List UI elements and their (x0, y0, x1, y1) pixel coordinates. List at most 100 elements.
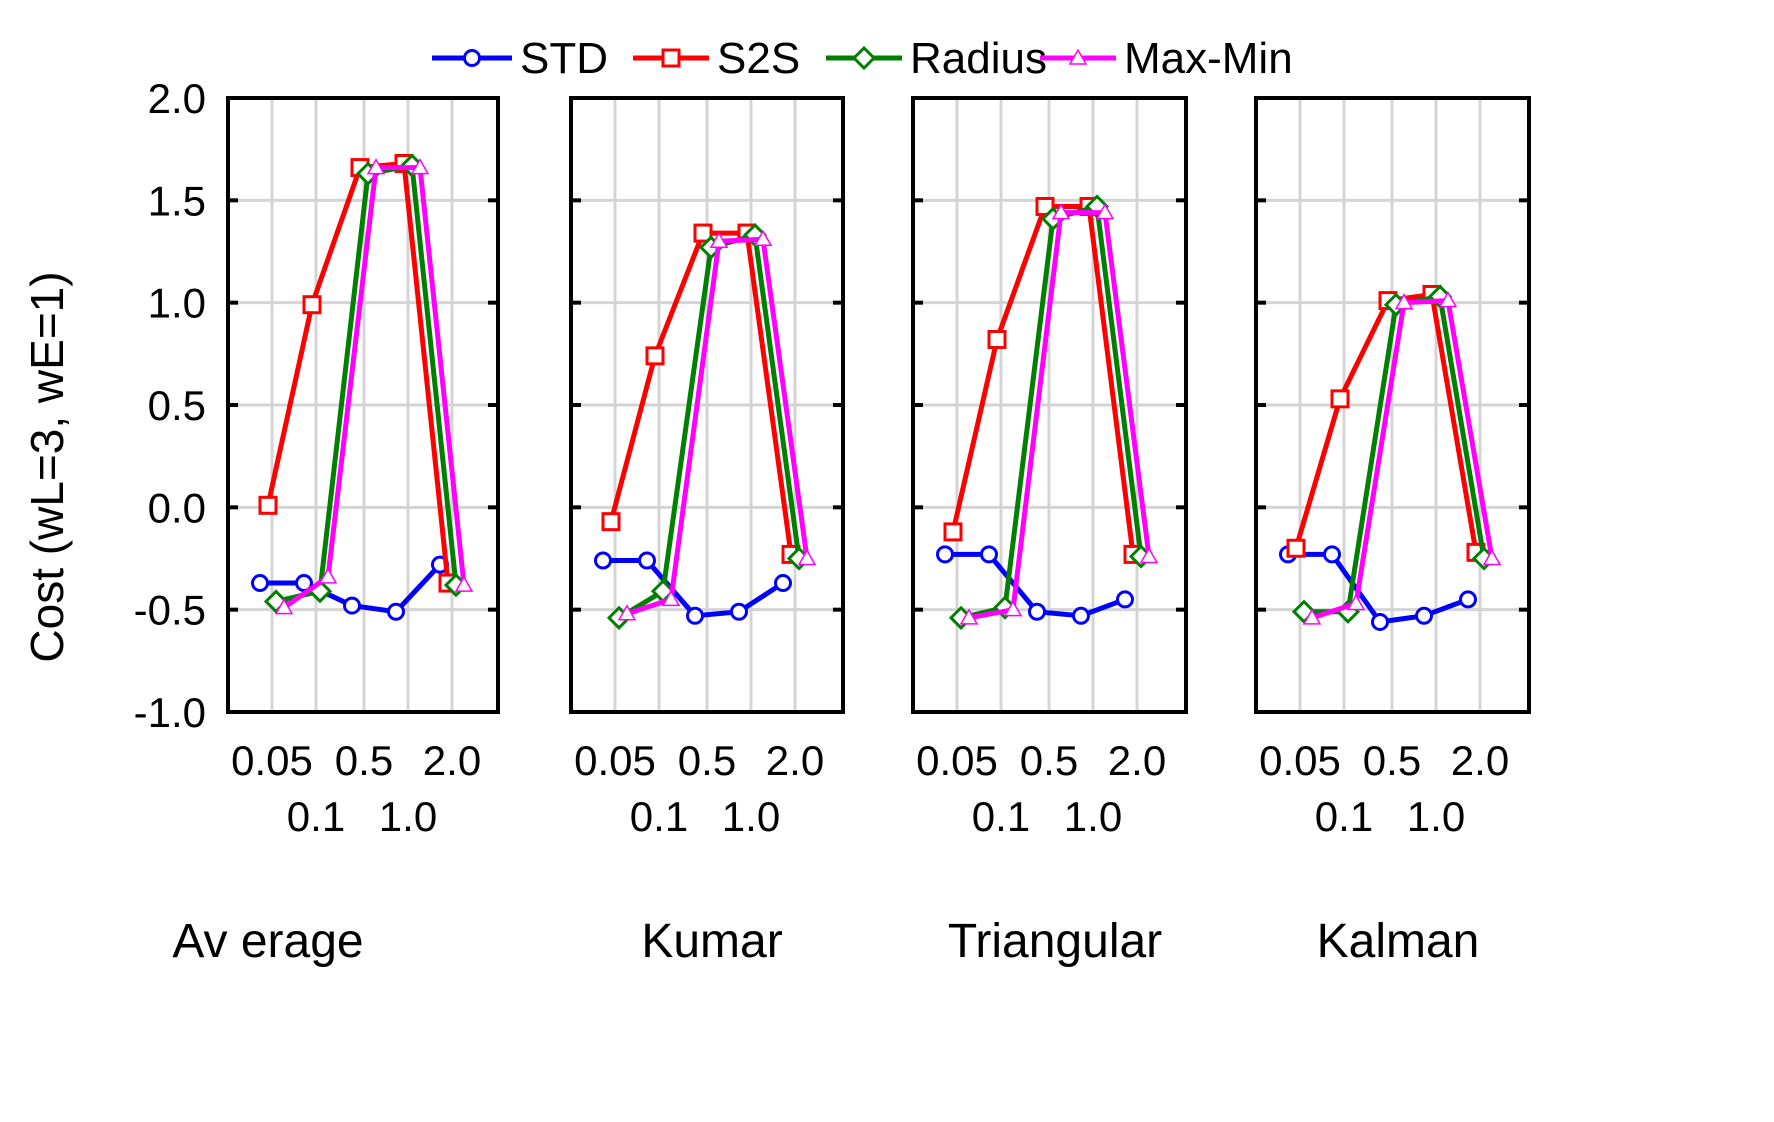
legend-label: Radius (910, 34, 1047, 83)
x-tick-label: 0.05 (916, 737, 998, 784)
x-tick-label: 0.1 (972, 793, 1030, 840)
y-tick-label: -1.0 (134, 689, 206, 736)
panel-title: Kalman (1317, 915, 1480, 968)
panel-title: Kumar (641, 915, 782, 968)
panel-kumar: 0.05 0.1 0.5 1.0 2.0 Kumar (569, 96, 845, 968)
data-point (454, 575, 474, 592)
data-point (693, 223, 713, 243)
data-point (645, 346, 665, 366)
x-tick-label: 0.5 (335, 737, 393, 784)
series-max-min (959, 203, 1159, 625)
data-point (1330, 389, 1350, 409)
x-tick-label: 0.1 (1315, 793, 1373, 840)
data-point (1302, 608, 1322, 625)
data-point (1095, 203, 1115, 220)
y-axis-tick-labels: 2.0 1.5 1.0 0.5 0.0 -0.5 -1.0 (134, 75, 206, 736)
data-point (753, 229, 773, 246)
data-point (686, 606, 704, 625)
panel-grid (228, 98, 498, 712)
data-point (410, 158, 430, 175)
x-tick-label: 0.05 (1259, 737, 1341, 784)
legend-marker-triangle (1068, 48, 1088, 65)
y-axis-label: Cost (wL=3, wE=1) (21, 271, 73, 662)
legend-entry-max-min: Max-Min (1040, 34, 1293, 83)
data-point (1371, 612, 1389, 631)
x-tick-label: 1.0 (1407, 793, 1465, 840)
series-max-min (274, 158, 474, 615)
panel-triangular: 0.05 0.1 0.5 1.0 2.0 Triangular (911, 96, 1188, 968)
legend-marker-circle (463, 49, 481, 67)
data-point (594, 551, 612, 570)
data-point (1482, 548, 1502, 566)
series-max-min (617, 229, 817, 621)
data-point (318, 567, 338, 584)
data-point (730, 602, 748, 621)
x-tick-label: 2.0 (1108, 737, 1166, 784)
legend-label: STD (520, 34, 608, 83)
data-point (1286, 538, 1306, 558)
data-point (366, 158, 386, 175)
y-tick-label: 1.5 (148, 177, 206, 224)
data-point (1323, 545, 1341, 564)
x-tick-label: 0.05 (231, 737, 313, 784)
data-point (1003, 600, 1023, 617)
data-point (1346, 594, 1366, 611)
data-point (1072, 606, 1090, 625)
x-tick-label: 1.0 (379, 793, 437, 840)
data-point (274, 598, 294, 615)
panel-title: Triangular (948, 915, 1162, 968)
data-point (943, 522, 963, 542)
data-point (638, 551, 656, 570)
y-tick-label: 1.0 (148, 280, 206, 327)
series-s2s (943, 196, 1143, 564)
data-point (251, 574, 269, 593)
panel-grid (571, 98, 843, 712)
legend-label: Max-Min (1124, 34, 1293, 83)
data-point (980, 545, 998, 564)
y-tick-label: 0.5 (148, 382, 206, 429)
x-tick-label: 0.1 (630, 793, 688, 840)
series-std (251, 555, 449, 621)
series-std (936, 545, 1134, 625)
data-point (387, 602, 405, 621)
y-tick-label: 0.0 (148, 484, 206, 531)
data-point (1438, 291, 1458, 308)
panel-title: Av erage (172, 915, 363, 968)
data-point (258, 495, 278, 515)
x-tick-label: 0.5 (1363, 737, 1421, 784)
data-point (601, 512, 621, 532)
data-point (959, 608, 979, 625)
legend-entry-std: STD (432, 34, 608, 83)
series-line (265, 160, 451, 584)
data-point (295, 574, 313, 593)
data-point (1394, 293, 1414, 310)
x-tick-label: 2.0 (1451, 737, 1509, 784)
data-point (1028, 602, 1046, 621)
data-point (1415, 606, 1433, 625)
y-tick-label: 2.0 (148, 75, 206, 122)
x-tick-label: 1.0 (722, 793, 780, 840)
series-max-min (1302, 291, 1502, 625)
legend-entry-radius: Radius (826, 34, 1047, 83)
data-point (987, 330, 1007, 350)
data-point (1139, 546, 1159, 564)
x-tick-label: 1.0 (1064, 793, 1122, 840)
chart-panels: 0.05 0.1 0.5 1.0 2.0 Av erage 0.05 0.1 0.5 1.0 2.0… (172, 96, 1531, 968)
x-tick-label: 0.05 (574, 737, 656, 784)
data-point (661, 589, 681, 607)
chart-legend: STD S2S Radius Max-Min (432, 34, 1293, 83)
legend-label: S2S (717, 34, 800, 83)
panel-av-erage: 0.05 0.1 0.5 1.0 2.0 Av erage (172, 96, 500, 968)
data-point (617, 604, 637, 621)
data-point (302, 295, 322, 315)
series-std (594, 551, 792, 625)
data-point (774, 574, 792, 593)
y-tick-label: -0.5 (134, 587, 206, 634)
data-point (1051, 203, 1071, 220)
data-point (343, 596, 361, 615)
data-point (1035, 196, 1055, 216)
data-point (936, 545, 954, 564)
x-tick-label: 0.5 (1020, 737, 1078, 784)
data-point (1459, 590, 1477, 609)
